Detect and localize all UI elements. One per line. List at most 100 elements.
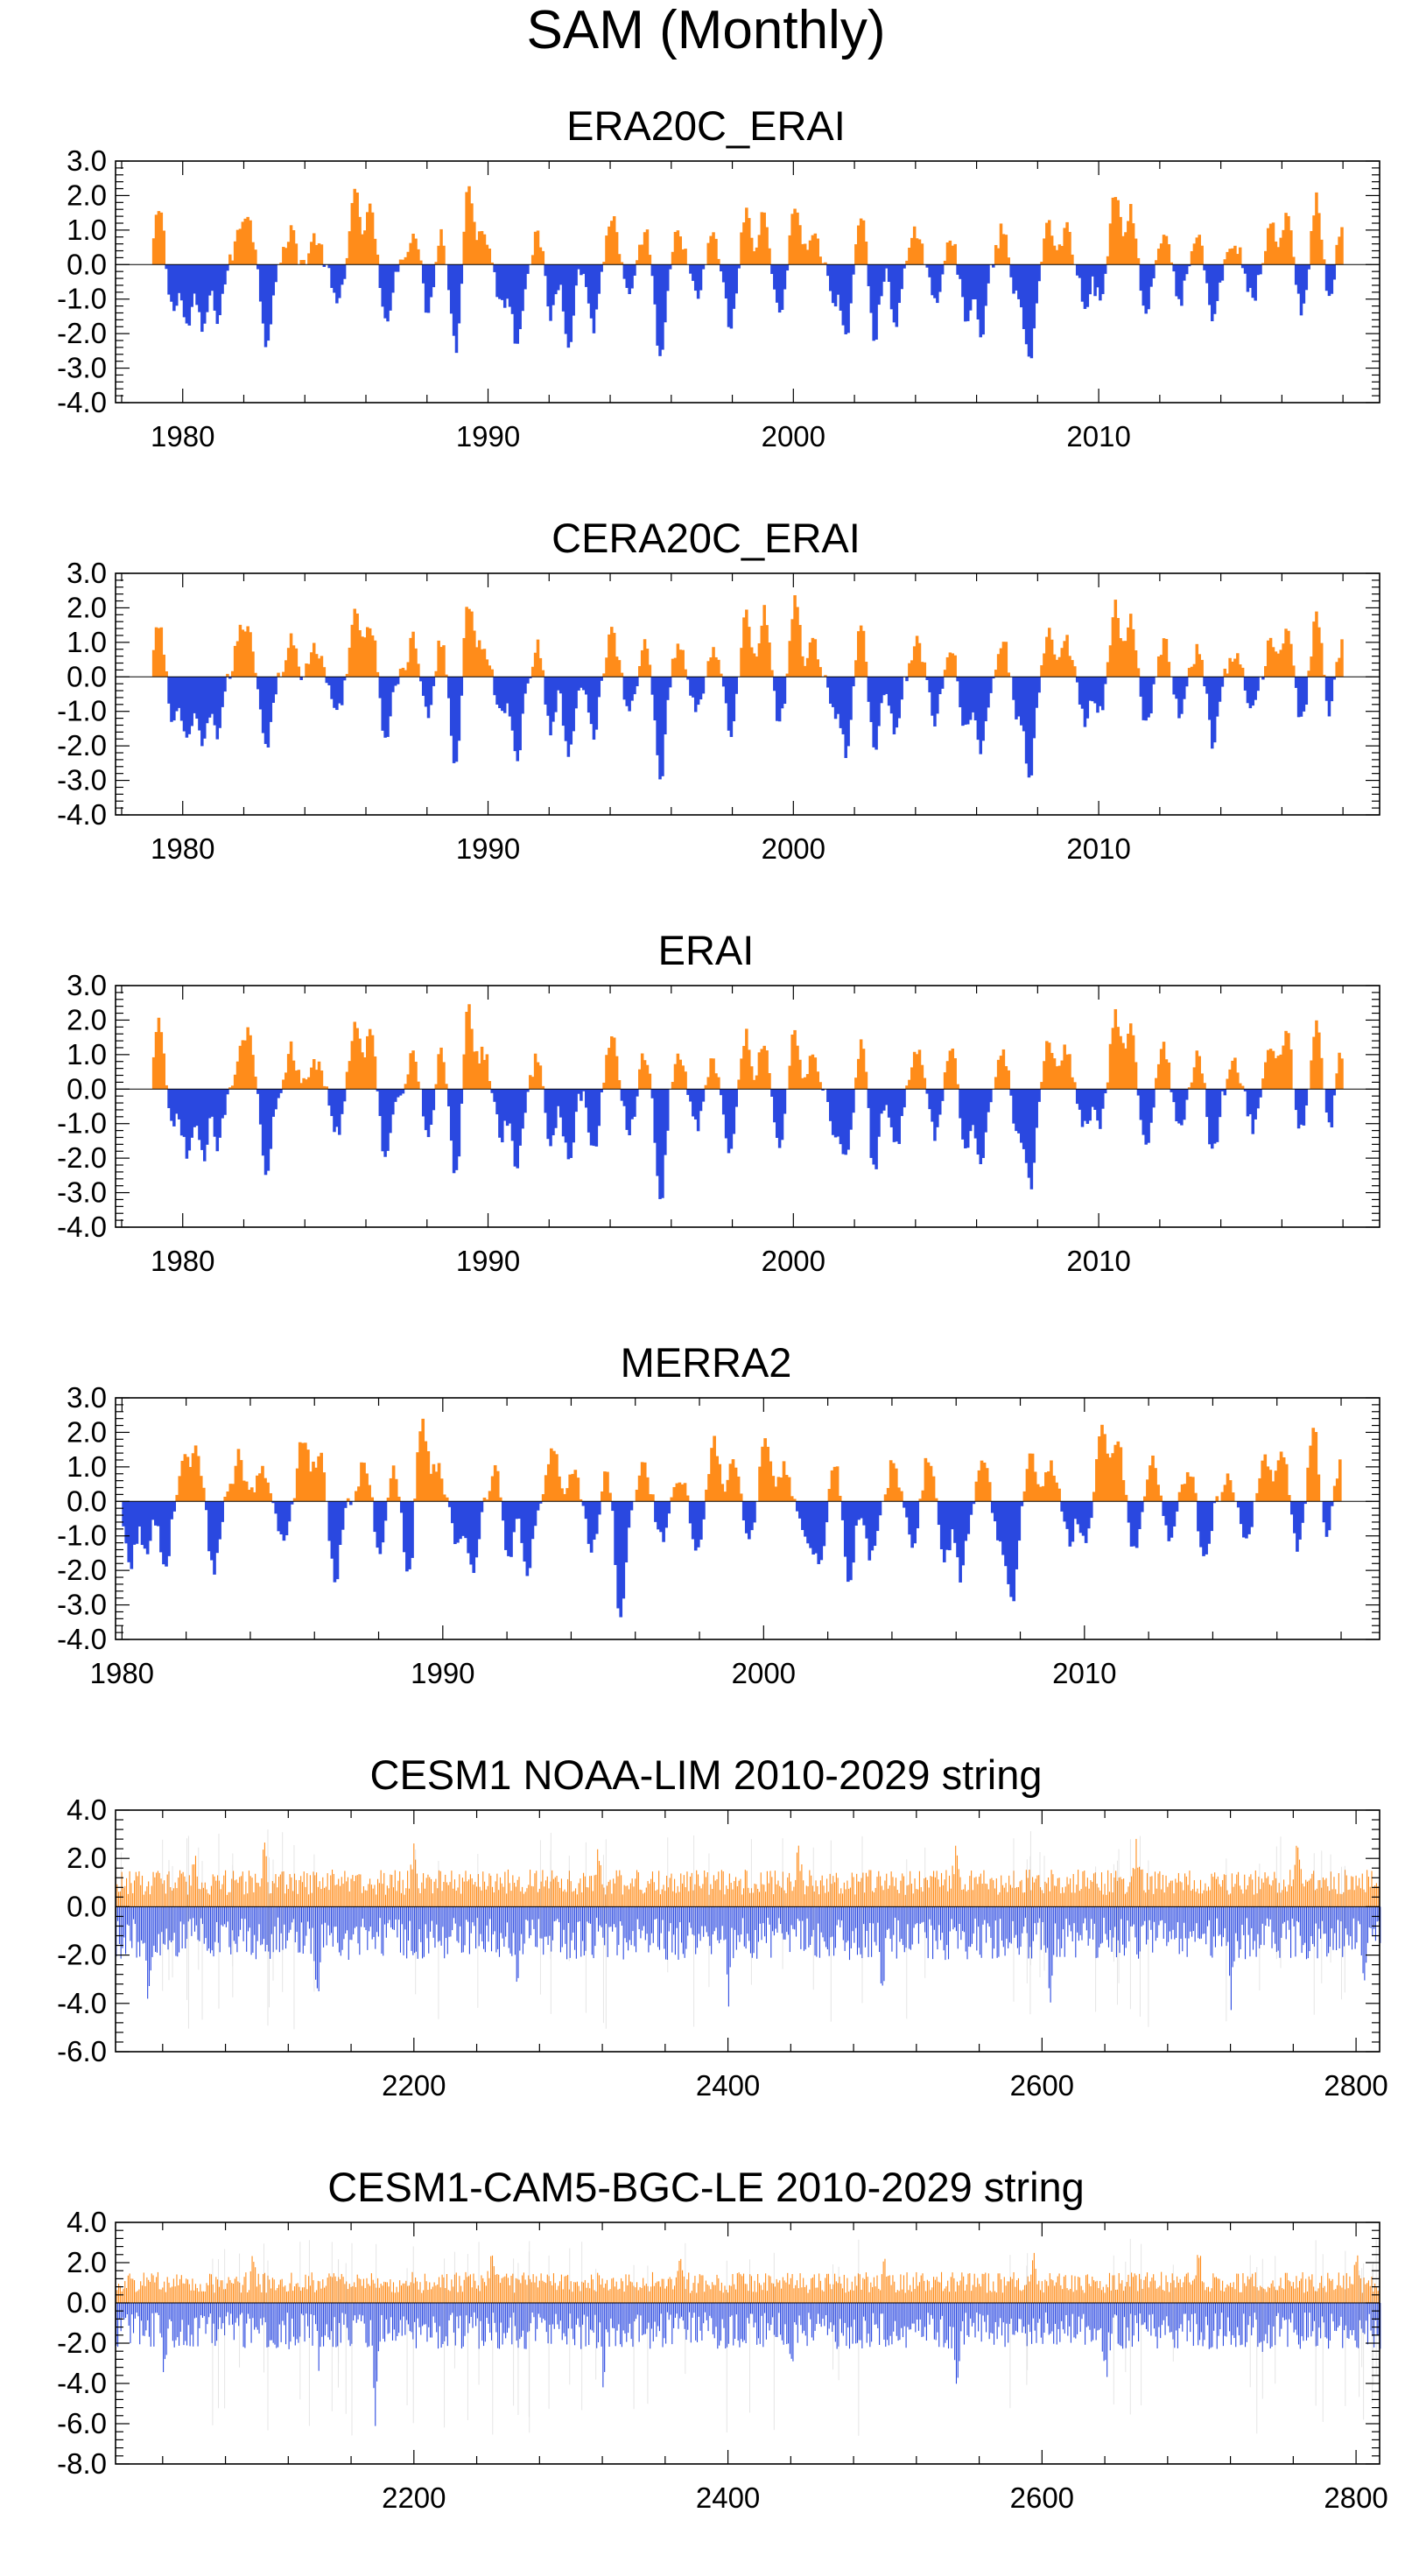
- negative-bar: [702, 1089, 706, 1101]
- y-tick-label: -3.0: [57, 352, 107, 384]
- x-tick-label: 2200: [382, 2069, 446, 2102]
- positive-bar: [1320, 643, 1324, 677]
- negative-bar: [384, 1501, 388, 1520]
- positive-bar: [865, 662, 868, 677]
- positive-bar: [1137, 668, 1141, 677]
- plot-frame: [116, 161, 1380, 403]
- figure-title: SAM (Monthly): [0, 2, 1412, 60]
- positive-bar: [442, 246, 446, 265]
- negative-bar: [702, 1501, 706, 1520]
- positive-bar: [370, 1498, 374, 1502]
- negative-bar: [852, 677, 855, 686]
- positive-bar: [269, 1493, 272, 1501]
- y-tick-label: -4.0: [57, 386, 107, 418]
- positive-bar: [1194, 1493, 1198, 1502]
- negative-bar: [666, 1089, 670, 1131]
- positive-bar: [686, 1496, 690, 1502]
- positive-bar: [818, 1082, 822, 1089]
- y-tick-label: 1.0: [67, 214, 107, 246]
- negative-bar: [1017, 1501, 1021, 1541]
- positive-bar: [1168, 1063, 1171, 1089]
- positive-bar: [1239, 248, 1242, 265]
- y-tick-label: -6.0: [57, 2035, 107, 2067]
- positive-bar: [768, 1073, 771, 1089]
- positive-bar: [1135, 1062, 1138, 1089]
- negative-bars: [167, 1089, 1336, 1199]
- negative-bar: [481, 1501, 484, 1512]
- positive-bar: [419, 261, 423, 265]
- positive-bars: [152, 1004, 1344, 1089]
- negative-bar: [226, 264, 229, 270]
- positive-bar: [374, 641, 377, 677]
- negative-bar: [1305, 677, 1309, 705]
- x-tick-label: 2000: [762, 832, 825, 865]
- x-tick-label: 1990: [456, 1245, 520, 1277]
- positive-bar: [488, 249, 492, 264]
- y-tick-label: -4.0: [57, 1623, 107, 1655]
- negative-bar: [1152, 677, 1156, 684]
- y-tick-label: 1.0: [67, 626, 107, 658]
- negative-bar: [460, 264, 464, 284]
- negative-bar: [941, 264, 945, 274]
- negative-bar: [526, 264, 530, 274]
- x-tick-label: 1980: [151, 1245, 214, 1277]
- y-tick-label: -4.0: [57, 1211, 107, 1243]
- plot-frame: [116, 986, 1380, 1227]
- negative-bar: [1210, 1501, 1213, 1531]
- negative-bar: [1090, 1501, 1093, 1518]
- positive-bar: [608, 1493, 612, 1502]
- negative-bar: [636, 677, 639, 686]
- y-tick-label: 2.0: [67, 1842, 107, 1874]
- negative-bar: [1259, 264, 1262, 274]
- positive-bars: [175, 1419, 1341, 1501]
- positive-bar: [1073, 1082, 1077, 1089]
- negative-bar: [753, 1501, 756, 1522]
- negative-bar: [221, 1501, 224, 1522]
- negative-bar: [1152, 264, 1156, 278]
- negative-bar: [989, 677, 993, 693]
- negative-bar: [702, 677, 706, 693]
- negative-bar: [1152, 1089, 1156, 1107]
- negative-bar: [734, 1089, 738, 1106]
- positive-bar: [376, 255, 380, 264]
- negative-bar: [1104, 677, 1107, 684]
- negative-bar: [905, 677, 909, 681]
- y-tick-label: 0.0: [67, 1072, 107, 1105]
- x-tick-label: 1980: [151, 420, 214, 453]
- negative-bar: [279, 1089, 283, 1093]
- negative-bar: [523, 1089, 527, 1113]
- negative-bar: [226, 1089, 229, 1094]
- positive-bar: [165, 671, 168, 677]
- negative-bar: [852, 1089, 855, 1113]
- negative-bar: [299, 677, 303, 680]
- positive-bar: [649, 255, 652, 264]
- x-tick-label: 2000: [762, 420, 825, 453]
- negative-bar: [402, 1089, 405, 1093]
- positive-bar: [865, 242, 868, 264]
- negative-bar: [1333, 1089, 1337, 1095]
- y-tick-label: 1.0: [67, 1038, 107, 1070]
- x-tick-label: 2600: [1010, 2069, 1074, 2102]
- y-tick-label: -2.0: [57, 317, 107, 349]
- y-tick-label: 0.0: [67, 1485, 107, 1517]
- positive-bar: [1292, 256, 1296, 264]
- positive-bar: [374, 1056, 377, 1089]
- negative-bar: [1185, 1089, 1189, 1099]
- y-tick-label: 0.0: [67, 660, 107, 692]
- negative-bar: [783, 1089, 787, 1113]
- positive-bar: [1241, 668, 1245, 677]
- positive-bar: [988, 1482, 992, 1501]
- positive-bar: [1200, 660, 1204, 677]
- positive-bar: [768, 249, 771, 265]
- positive-bar: [322, 1472, 326, 1501]
- positive-bar: [1159, 1496, 1163, 1502]
- negative-bar: [600, 1089, 603, 1092]
- negative-bar: [1331, 1501, 1334, 1506]
- negative-bar: [598, 1089, 601, 1126]
- positive-bar: [1007, 1070, 1010, 1089]
- y-tick-label: -1.0: [57, 695, 107, 727]
- positive-bar: [445, 1084, 448, 1089]
